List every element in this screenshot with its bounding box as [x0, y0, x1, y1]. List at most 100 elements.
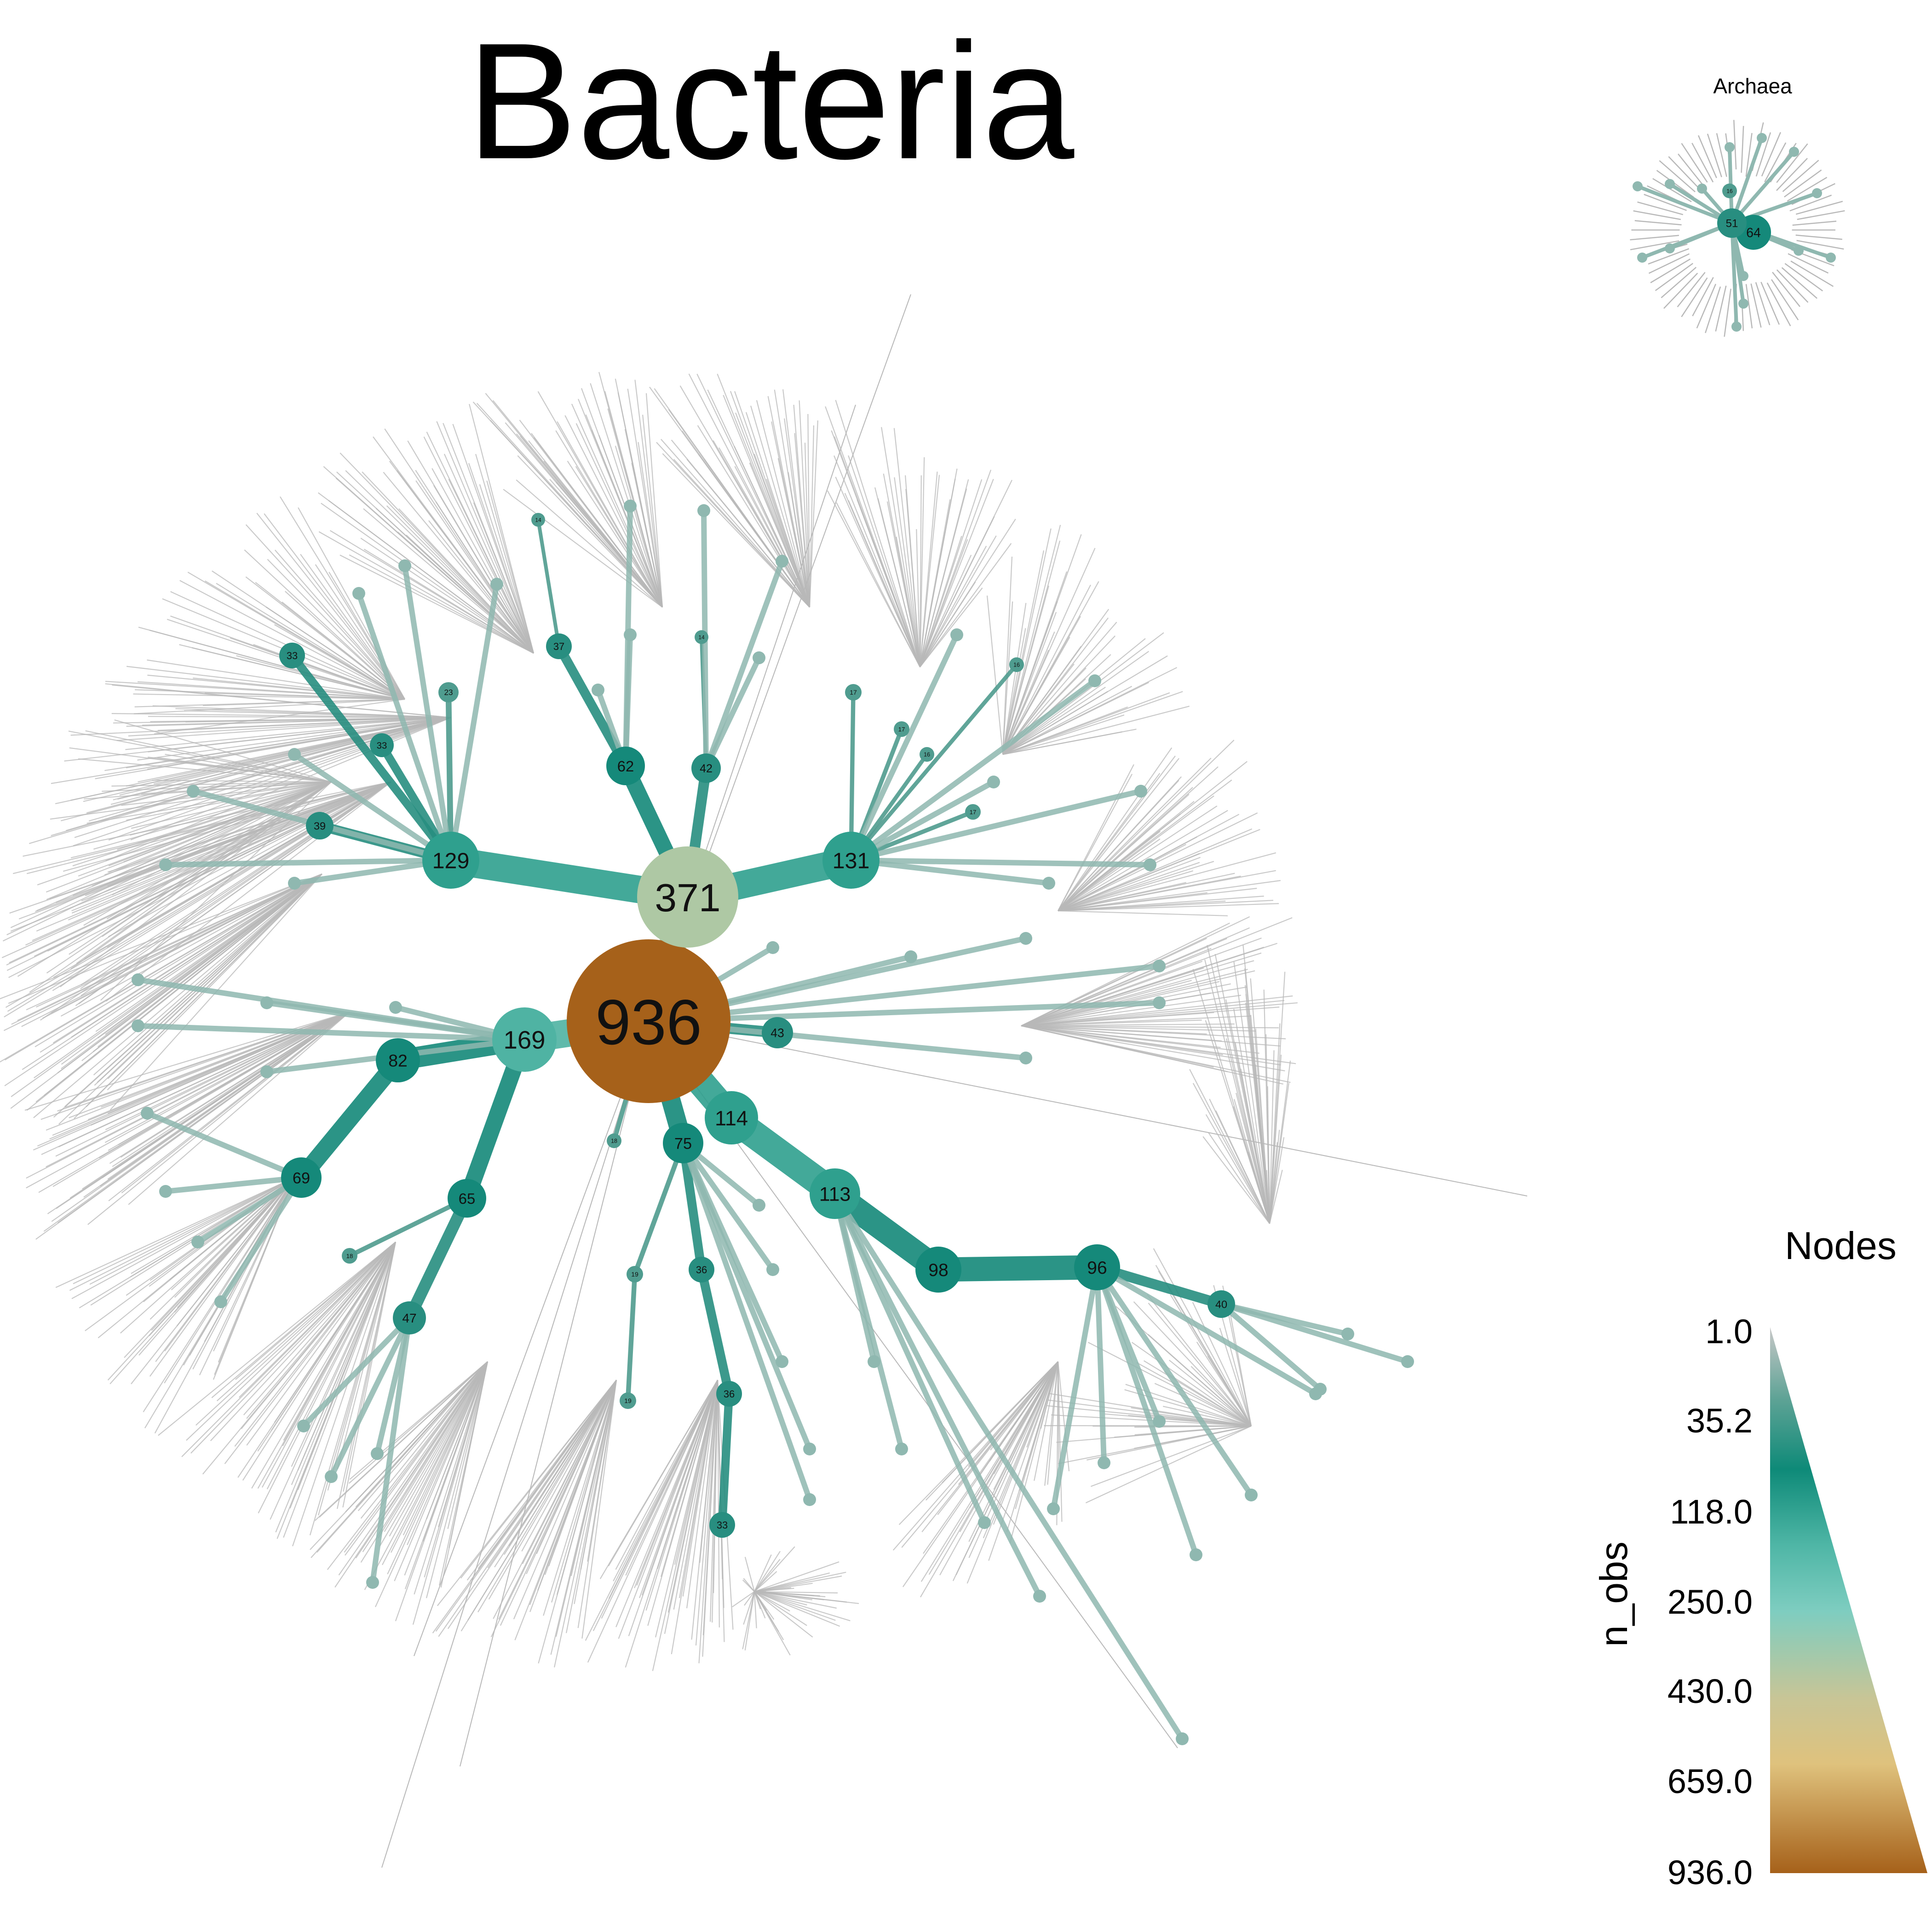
- leaf-edge: [1002, 655, 1168, 755]
- inset-leaf-edge: [1634, 220, 1682, 226]
- leaf-edge: [71, 874, 322, 1038]
- inset-node: [1697, 184, 1707, 194]
- leaf-edge: [105, 874, 322, 1035]
- leaf-edge: [23, 781, 391, 857]
- tree-node: [132, 973, 144, 986]
- tree-edge: [848, 632, 960, 863]
- leaf-edge: [920, 581, 976, 667]
- leaf-edge: [1058, 857, 1201, 912]
- leaf-edge: [125, 717, 451, 750]
- tree-node: [376, 1038, 420, 1082]
- tree-node: [920, 747, 934, 762]
- node-label: 113: [819, 1183, 851, 1205]
- inset-edge: [1730, 136, 1764, 225]
- leaf-edge: [251, 1242, 396, 1489]
- leaf-edge: [123, 781, 332, 862]
- leaf-edge: [717, 1380, 720, 1627]
- leaf-edge: [567, 460, 663, 608]
- leaf-edge: [919, 475, 922, 667]
- inset-leaf-edge: [1764, 142, 1787, 183]
- leaf-edge: [87, 1012, 350, 1225]
- leaf-edge: [809, 425, 815, 608]
- leaf-edge: [52, 874, 322, 1044]
- leaf-edge: [65, 1011, 350, 1108]
- legend-tick-label: 430.0: [1667, 1672, 1753, 1710]
- leaf-edge: [702, 1380, 719, 1657]
- leaf-edge: [1154, 1383, 1252, 1427]
- leaf-edge: [414, 1021, 649, 1656]
- leaf-edge: [550, 1380, 617, 1655]
- inset-leaf-edge: [1733, 120, 1737, 170]
- leaf-edge: [1002, 628, 1026, 755]
- tree-node: [868, 1355, 880, 1368]
- inset-leaf-edge: [1745, 284, 1753, 328]
- leaf-edge: [92, 781, 332, 887]
- leaf-edge: [85, 730, 332, 783]
- leaf-edge: [1090, 1425, 1252, 1487]
- leaf-edge: [253, 644, 405, 700]
- leaf-edge: [1006, 1361, 1059, 1532]
- tree-node: [422, 832, 479, 889]
- inset-leaf-edge: [1784, 169, 1822, 198]
- leaf-edge: [128, 717, 451, 736]
- leaf-edge: [210, 1242, 396, 1442]
- leaf-edge: [165, 753, 332, 783]
- tree-edge: [680, 1140, 776, 1272]
- tree-edge: [632, 1140, 686, 1277]
- leaf-edge: [1269, 1023, 1281, 1224]
- legend-tick-label: 936.0: [1667, 1853, 1753, 1892]
- tree-node: [592, 684, 604, 696]
- leaf-edge: [1269, 1142, 1278, 1224]
- tree-edge: [625, 1271, 638, 1403]
- leaf-edge: [766, 478, 811, 608]
- tree-edge: [402, 563, 454, 863]
- leaf-edge: [9, 782, 391, 963]
- leaf-edge: [93, 874, 322, 1075]
- archaea-inset-tree: 64 51 16: [1630, 120, 1845, 337]
- leaf-edge: [203, 698, 405, 706]
- leaf-edge: [1267, 1086, 1271, 1224]
- leaf-edge: [753, 1591, 757, 1628]
- tree-node: [753, 651, 765, 664]
- inset-leaf-edge: [1796, 240, 1844, 250]
- leaf-edge: [754, 1591, 837, 1609]
- leaf-edge: [1147, 1294, 1252, 1426]
- tree-node: [1009, 657, 1024, 672]
- leaf-edge: [1248, 1151, 1271, 1224]
- tree-node: [281, 1157, 322, 1198]
- leaf-edge: [1058, 805, 1218, 911]
- leaf-edge: [734, 466, 810, 608]
- tree-node: [1019, 932, 1032, 945]
- leaf-edge: [479, 484, 535, 654]
- leaf-edge: [581, 1380, 617, 1639]
- leaf-edge: [1269, 1083, 1289, 1224]
- tree-edge: [163, 857, 454, 868]
- leaf-edge: [834, 455, 921, 667]
- leaf-edge: [338, 1361, 488, 1576]
- legend-axis-label: n_obs: [1592, 1541, 1635, 1647]
- leaf-edge: [1058, 852, 1276, 912]
- tree-node: [1341, 1328, 1354, 1340]
- leaf-edge: [1133, 1301, 1252, 1426]
- leaf-edge: [898, 1361, 1058, 1525]
- leaf-edge: [571, 403, 663, 608]
- legend-tick-label: 35.2: [1686, 1402, 1753, 1440]
- tree-edge: [703, 558, 785, 771]
- leaf-edge: [95, 874, 322, 1032]
- leaf-edge: [920, 516, 995, 667]
- tree-node: [1019, 1052, 1032, 1064]
- leaf-edge: [919, 479, 994, 667]
- leaf-edge: [216, 1242, 396, 1402]
- leaf-edge: [78, 758, 332, 783]
- leaf-edge: [327, 1361, 488, 1570]
- leaf-edge: [1058, 870, 1276, 912]
- leaf-edge: [988, 1361, 1059, 1561]
- legend-color-wedge: [1770, 1327, 1927, 1873]
- leaf-edge: [466, 1380, 617, 1581]
- node-label: 82: [388, 1051, 408, 1070]
- leaf-edge: [406, 535, 534, 654]
- tree-edge: [678, 1138, 706, 1274]
- leaf-edge: [102, 781, 332, 792]
- leaf-edge: [1021, 995, 1241, 1027]
- leaf-edge: [697, 425, 810, 608]
